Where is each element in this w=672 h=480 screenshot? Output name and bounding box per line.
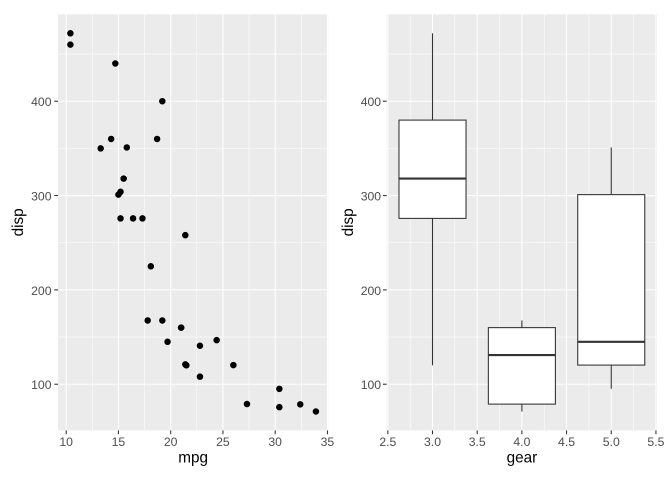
svg-text:5.5: 5.5	[647, 435, 664, 449]
svg-text:4.5: 4.5	[558, 435, 575, 449]
svg-text:300: 300	[31, 189, 52, 203]
svg-text:4.0: 4.0	[513, 435, 530, 449]
svg-text:200: 200	[31, 284, 52, 298]
svg-text:3.0: 3.0	[424, 435, 441, 449]
svg-text:disp: disp	[340, 208, 357, 236]
svg-text:100: 100	[31, 378, 52, 392]
svg-text:400: 400	[361, 95, 382, 109]
svg-text:5.0: 5.0	[603, 435, 620, 449]
svg-text:mpg: mpg	[178, 450, 208, 467]
svg-text:gear: gear	[507, 450, 538, 467]
svg-text:100: 100	[361, 378, 382, 392]
svg-text:300: 300	[361, 189, 382, 203]
svg-text:10: 10	[59, 435, 73, 449]
svg-text:30: 30	[268, 435, 282, 449]
svg-text:400: 400	[31, 95, 52, 109]
svg-text:25: 25	[216, 435, 230, 449]
svg-text:2.5: 2.5	[379, 435, 396, 449]
svg-text:3.5: 3.5	[469, 435, 486, 449]
svg-text:35: 35	[321, 435, 335, 449]
svg-text:20: 20	[164, 435, 178, 449]
svg-text:disp: disp	[10, 208, 27, 236]
svg-text:15: 15	[112, 435, 126, 449]
svg-text:200: 200	[361, 284, 382, 298]
